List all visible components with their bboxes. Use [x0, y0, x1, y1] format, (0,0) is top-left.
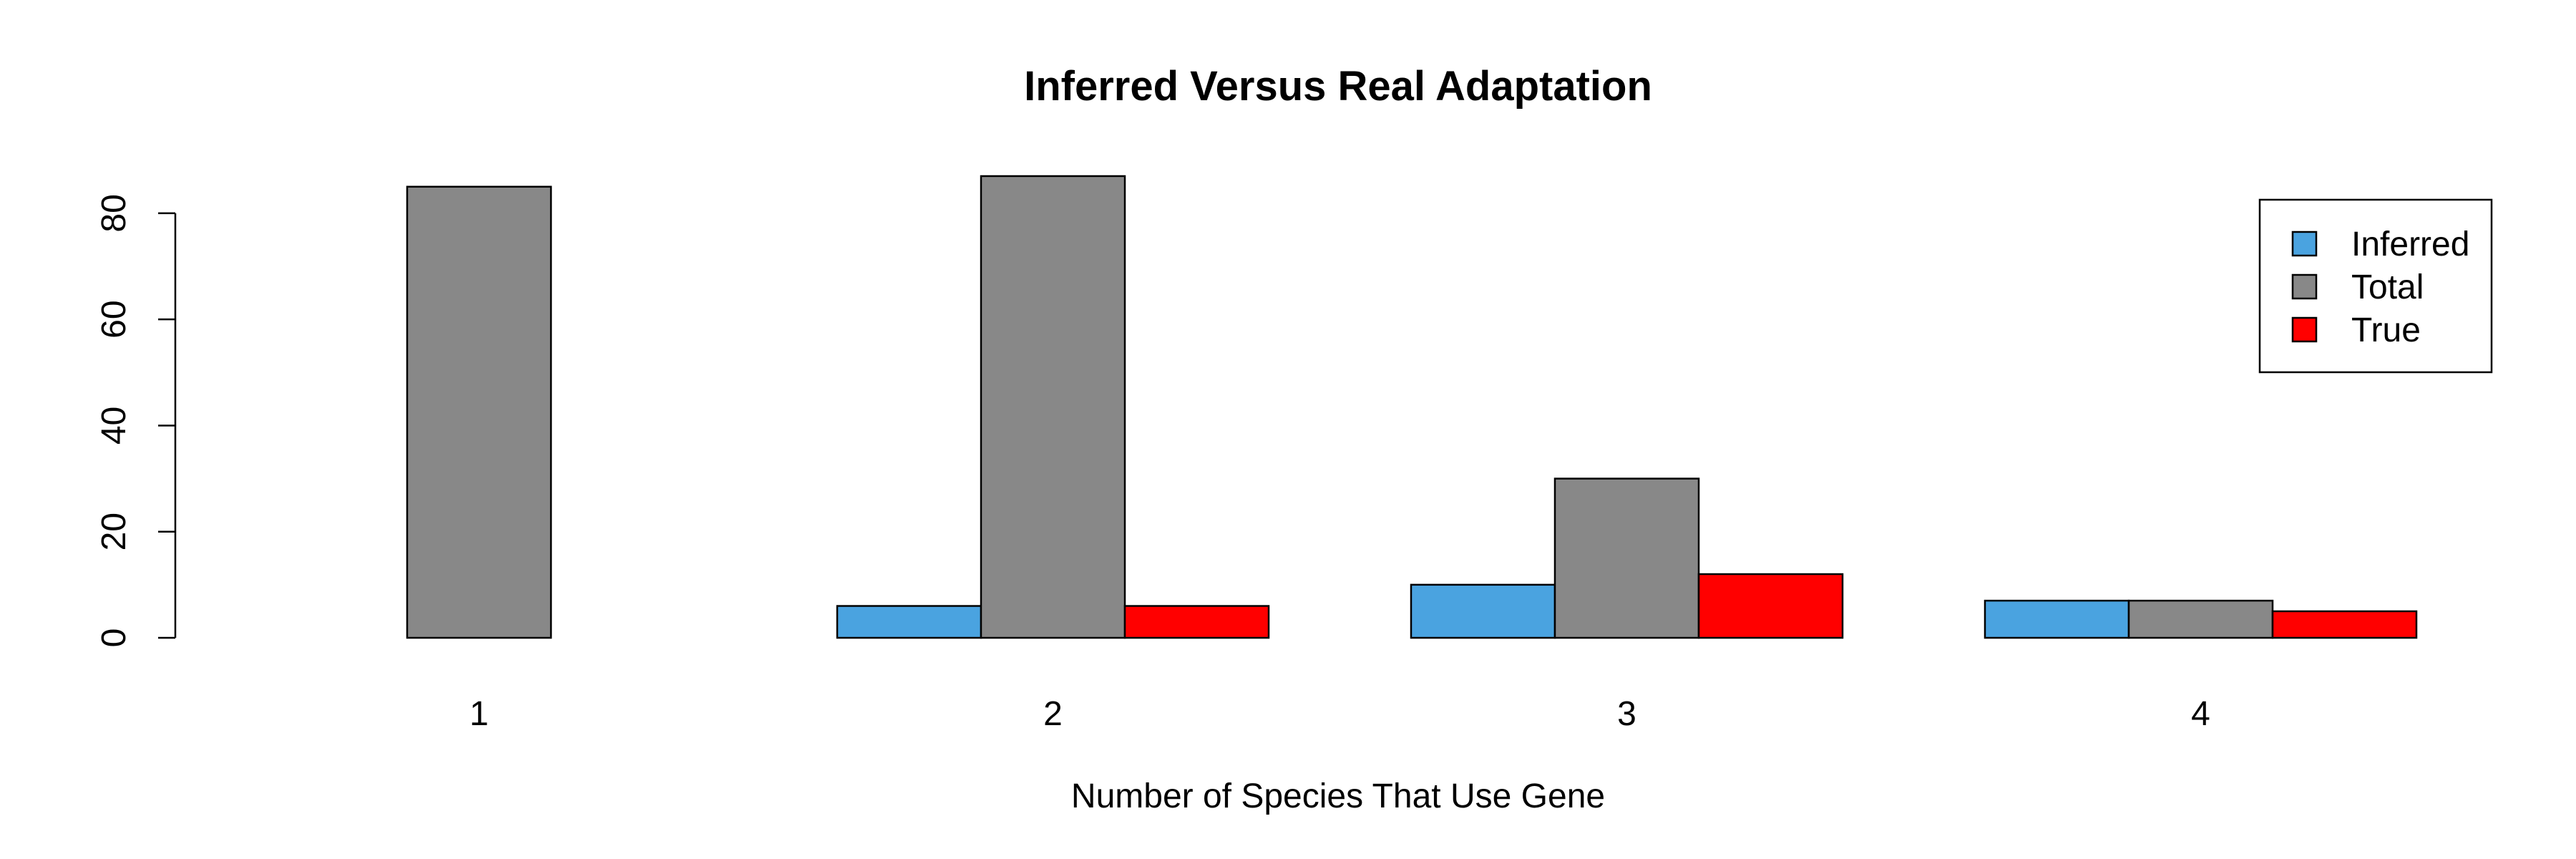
bar-inferred-2	[836, 605, 982, 639]
bar-total-1	[406, 185, 552, 639]
bar-true-2	[1123, 605, 1270, 639]
bars-layer	[406, 175, 2418, 639]
bar-total-3	[1553, 477, 1700, 639]
legend: Inferred Total True	[2258, 198, 2493, 374]
x-tick-label: 3	[1617, 695, 1636, 733]
y-tick-label: 0	[95, 629, 133, 648]
bar-inferred-3	[1410, 583, 1556, 639]
legend-swatch-true	[2291, 316, 2318, 343]
chart-title: Inferred Versus Real Adaptation	[1024, 63, 1652, 110]
x-axis-label: Number of Species That Use Gene	[1071, 777, 1605, 815]
bar-inferred-4	[1984, 599, 2130, 639]
y-tick-label: 60	[95, 300, 133, 338]
x-tick-labels: 1 2 3 4	[469, 695, 2210, 733]
bar-group-4	[1984, 599, 2418, 639]
y-axis: 0 20 40 60 80	[95, 194, 177, 648]
bar-true-3	[1697, 573, 1844, 639]
legend-label-inferred: Inferred	[2351, 225, 2469, 263]
bar-total-4	[2127, 599, 2274, 639]
legend-swatch-inferred	[2291, 230, 2318, 257]
bar-group-1	[406, 185, 552, 639]
legend-swatch-total	[2291, 273, 2318, 300]
y-tick-label: 40	[95, 407, 133, 445]
x-tick-label: 2	[1043, 695, 1063, 733]
legend-label-true: True	[2351, 311, 2421, 349]
x-tick-label: 4	[2191, 695, 2210, 733]
bar-group-3	[1410, 477, 1844, 639]
bar-true-4	[2271, 610, 2418, 639]
legend-label-total: Total	[2351, 268, 2424, 306]
y-tick-label: 80	[95, 194, 133, 232]
bar-group-2	[836, 175, 1270, 639]
bar-total-2	[980, 175, 1126, 639]
x-tick-label: 1	[469, 695, 489, 733]
y-tick-label: 20	[95, 513, 133, 550]
